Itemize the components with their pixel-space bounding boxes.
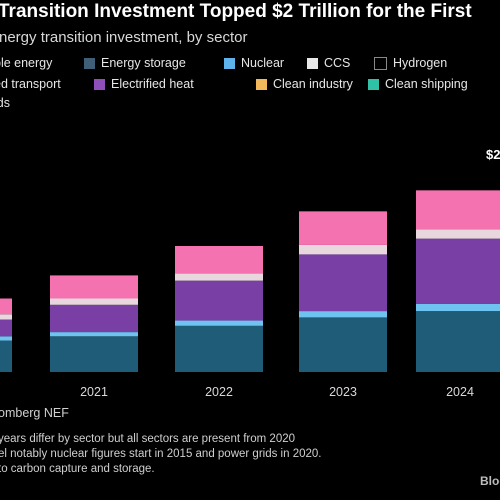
legend-item-hydrogen: Hydrogen <box>374 56 447 70</box>
source-note: omberg NEF <box>0 406 69 420</box>
bar-segment-0-3 <box>0 314 12 320</box>
bar-segment-1-4 <box>50 275 138 299</box>
legend-item-nuclear: Nuclear <box>224 56 284 70</box>
bar-segment-1-2 <box>50 304 138 333</box>
x-tick-label: 2021 <box>80 385 108 399</box>
bar-segment-4-2 <box>416 238 500 304</box>
chart-title: Transition Investment Topped $2 Trillion… <box>0 1 472 22</box>
bar-segment-3-4 <box>299 211 387 245</box>
bar-segment-0-2 <box>0 319 12 337</box>
bar-segment-1-3 <box>50 298 138 305</box>
x-tick-label: 2024 <box>446 385 474 399</box>
legend-swatch <box>307 57 318 69</box>
bar-segment-3-0 <box>299 317 387 372</box>
bar-segment-1-0 <box>50 336 138 372</box>
legend-item-energy-storage: Energy storage <box>84 56 186 70</box>
legend-swatch <box>84 57 95 69</box>
bar-segment-4-4 <box>416 190 500 230</box>
legend-label: ble energy <box>0 56 53 70</box>
legend-label: Clean shipping <box>385 77 468 91</box>
footnotes: years differ by sector but all sectors a… <box>0 432 321 477</box>
bar-segment-2-3 <box>175 273 263 281</box>
bar-segment-4-1 <box>416 303 500 312</box>
bar-segment-3-3 <box>299 244 387 255</box>
bar-segment-3-1 <box>299 311 387 318</box>
legend-label: Electrified heat <box>111 77 194 91</box>
brand-logo-text: Bloc <box>479 474 500 488</box>
bar-segment-2-4 <box>175 246 263 274</box>
legend-item-renewable-energy: ble energy <box>0 56 52 70</box>
legend-item-clean-industry: Clean industry <box>256 77 353 91</box>
legend-item-clean-shipping: Clean shipping <box>368 77 468 91</box>
legend-label: Energy storage <box>101 56 186 70</box>
bar-segment-4-0 <box>416 311 500 372</box>
bar-segment-2-2 <box>175 280 263 321</box>
bar-segment-0-4 <box>0 298 12 315</box>
legend-swatch <box>224 57 235 69</box>
legend-item-electrified-transport: ed transport <box>0 77 61 91</box>
bar-segment-1-1 <box>50 332 138 337</box>
bar-segment-2-1 <box>175 320 263 326</box>
legend-item-electrified-heat: Electrified heat <box>94 77 194 91</box>
bar-segment-4-3 <box>416 229 500 239</box>
total-annotation: $2 <box>486 147 500 162</box>
legend-label: Clean industry <box>273 77 353 91</box>
stacked-bar-chart: 2021 2022 2023 2024 $2 <box>0 147 500 399</box>
bar-segment-2-0 <box>175 325 263 372</box>
footnote-line: to carbon capture and storage. <box>0 463 155 475</box>
legend-swatch <box>374 56 387 70</box>
legend-label: CCS <box>324 56 351 70</box>
legend-item-ccs: CCS <box>307 56 350 70</box>
legend-label: ed transport <box>0 77 61 91</box>
x-tick-label: 2022 <box>205 385 233 399</box>
chart-legend: ble energy Energy storage Nuclear CCS Hy… <box>0 52 500 132</box>
legend-label: ids <box>0 96 10 110</box>
footnote-line: years differ by sector but all sectors a… <box>0 433 296 445</box>
legend-label: Nuclear <box>241 56 285 70</box>
bar-segment-0-0 <box>0 340 12 372</box>
bar-segment-3-2 <box>299 254 387 312</box>
legend-item-power-grids: ids <box>0 96 10 110</box>
legend-swatch <box>94 78 105 90</box>
footnote-line: el notably nuclear figures start in 2015… <box>0 448 322 460</box>
bar-segment-0-1 <box>0 336 12 341</box>
chart-subtitle: nergy transition investment, by sector <box>0 29 248 46</box>
legend-label: Hydrogen <box>393 56 448 70</box>
x-tick-label: 2023 <box>329 385 357 399</box>
legend-swatch <box>368 78 379 90</box>
legend-swatch <box>256 78 267 90</box>
